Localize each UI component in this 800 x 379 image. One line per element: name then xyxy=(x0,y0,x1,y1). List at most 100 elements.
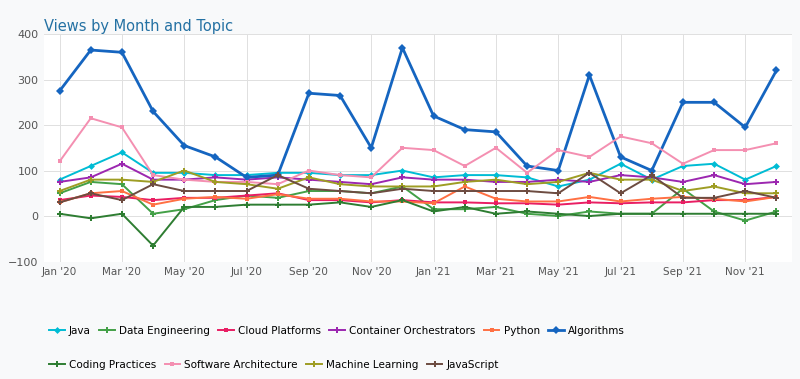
JavaScript xyxy=(398,186,407,191)
Machine Learning xyxy=(616,177,626,182)
Software Architecture xyxy=(522,171,532,175)
Coding Practices xyxy=(429,209,438,214)
Line: JavaScript: JavaScript xyxy=(57,170,779,205)
Cloud Platforms xyxy=(242,193,251,198)
JavaScript xyxy=(54,200,64,205)
Data Engineering xyxy=(366,191,376,196)
Java xyxy=(117,150,126,155)
Container Orchestrators xyxy=(554,177,563,182)
Machine Learning xyxy=(710,184,719,189)
Algorithms xyxy=(741,125,750,130)
Algorithms xyxy=(647,168,657,173)
Python xyxy=(678,195,688,199)
Java xyxy=(210,173,220,177)
Algorithms xyxy=(210,155,220,159)
Coding Practices xyxy=(460,205,470,209)
Container Orchestrators xyxy=(616,173,626,177)
JavaScript xyxy=(335,189,345,193)
Software Architecture xyxy=(710,148,719,152)
Algorithms xyxy=(179,143,189,148)
Cloud Platforms xyxy=(273,191,282,196)
Data Engineering xyxy=(741,218,750,223)
Cloud Platforms xyxy=(678,200,688,205)
Algorithms xyxy=(585,73,594,77)
Python xyxy=(273,192,282,196)
Data Engineering xyxy=(522,211,532,216)
Software Architecture xyxy=(616,134,626,139)
JavaScript xyxy=(304,186,314,191)
Coding Practices xyxy=(304,202,314,207)
Data Engineering xyxy=(210,198,220,202)
Machine Learning xyxy=(647,177,657,182)
Software Architecture xyxy=(398,146,407,150)
Software Architecture xyxy=(273,182,282,186)
Java xyxy=(460,173,470,177)
Line: Python: Python xyxy=(57,184,779,207)
Software Architecture xyxy=(335,173,345,177)
Java xyxy=(398,168,407,173)
Software Architecture xyxy=(179,177,189,182)
Coding Practices xyxy=(491,211,501,216)
JavaScript xyxy=(460,189,470,193)
Machine Learning xyxy=(148,180,158,184)
Line: Container Orchestrators: Container Orchestrators xyxy=(57,161,779,187)
Software Architecture xyxy=(772,141,782,146)
Python xyxy=(54,200,64,205)
JavaScript xyxy=(554,191,563,196)
Machine Learning xyxy=(86,177,95,182)
Data Engineering xyxy=(772,209,782,214)
Data Engineering xyxy=(554,214,563,218)
Python xyxy=(460,184,470,189)
Python xyxy=(522,199,532,204)
Software Architecture xyxy=(148,173,158,177)
Algorithms xyxy=(273,173,282,177)
JavaScript xyxy=(86,191,95,196)
Algorithms xyxy=(117,50,126,55)
Container Orchestrators xyxy=(772,180,782,184)
Container Orchestrators xyxy=(210,175,220,180)
Container Orchestrators xyxy=(179,177,189,182)
Machine Learning xyxy=(304,175,314,180)
Data Engineering xyxy=(242,193,251,198)
Data Engineering xyxy=(429,207,438,211)
Machine Learning xyxy=(210,180,220,184)
Coding Practices xyxy=(335,200,345,205)
Cloud Platforms xyxy=(366,200,376,205)
Python xyxy=(554,199,563,204)
Software Architecture xyxy=(429,148,438,152)
Data Engineering xyxy=(304,189,314,193)
Cloud Platforms xyxy=(54,198,64,202)
Coding Practices xyxy=(554,211,563,216)
Python xyxy=(304,196,314,201)
Algorithms xyxy=(366,146,376,150)
Python xyxy=(491,196,501,201)
Coding Practices xyxy=(585,214,594,218)
Cloud Platforms xyxy=(148,198,158,202)
Cloud Platforms xyxy=(585,200,594,205)
Machine Learning xyxy=(179,168,189,173)
JavaScript xyxy=(429,189,438,193)
Data Engineering xyxy=(491,205,501,209)
Cloud Platforms xyxy=(647,200,657,205)
Coding Practices xyxy=(366,205,376,209)
Java xyxy=(522,175,532,180)
Container Orchestrators xyxy=(366,182,376,186)
Software Architecture xyxy=(242,180,251,184)
Python xyxy=(585,195,594,199)
Container Orchestrators xyxy=(710,173,719,177)
JavaScript xyxy=(741,189,750,193)
Algorithms xyxy=(148,109,158,114)
Java xyxy=(335,173,345,177)
Algorithms xyxy=(86,48,95,52)
JavaScript xyxy=(491,189,501,193)
Algorithms xyxy=(772,68,782,73)
Coding Practices xyxy=(242,202,251,207)
Coding Practices xyxy=(179,205,189,209)
Cloud Platforms xyxy=(398,198,407,202)
Coding Practices xyxy=(398,198,407,202)
Coding Practices xyxy=(86,216,95,221)
Machine Learning xyxy=(522,182,532,186)
Python xyxy=(335,196,345,201)
Software Architecture xyxy=(86,116,95,121)
Coding Practices xyxy=(678,211,688,216)
